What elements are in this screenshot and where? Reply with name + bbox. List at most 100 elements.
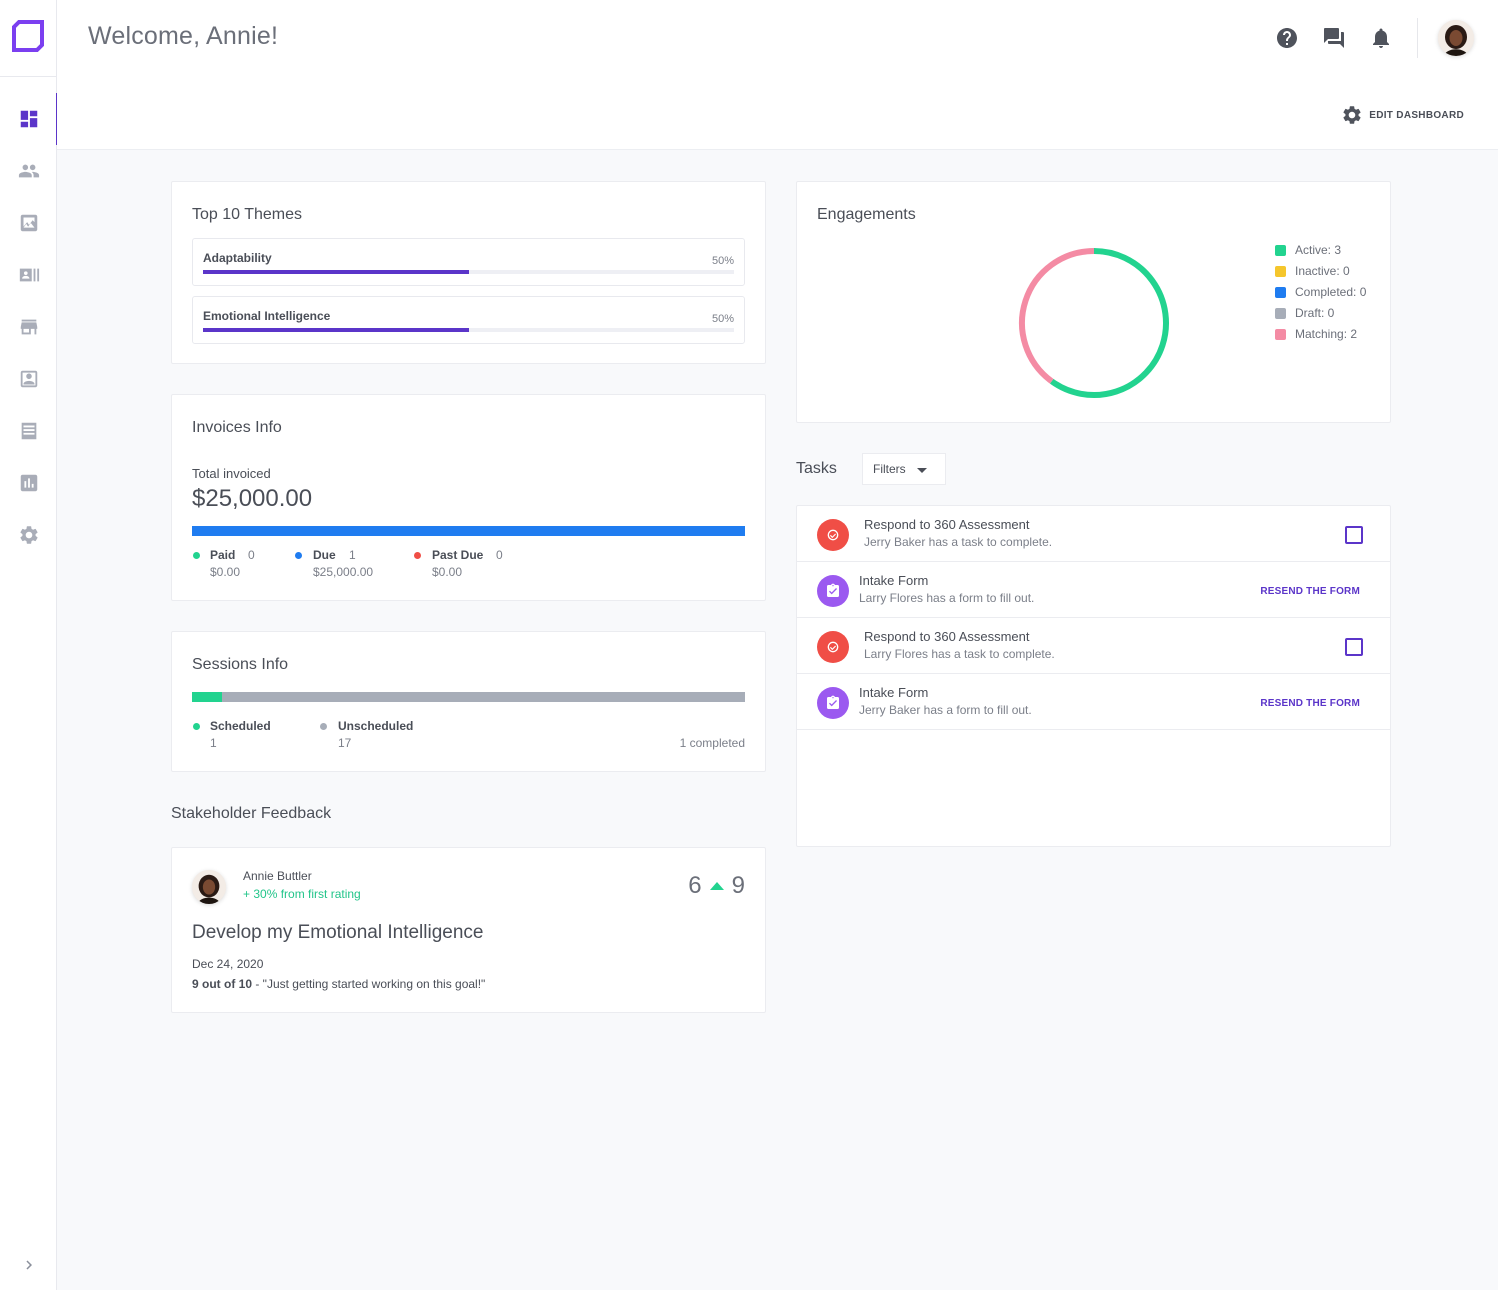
task-row[interactable]: Intake Form Jerry Baker has a form to fil… <box>797 674 1390 730</box>
legend-label: Inactive: 0 <box>1295 264 1350 278</box>
stakeholder-avatar <box>192 870 226 904</box>
caret-down-icon <box>917 468 927 473</box>
task-checkbox[interactable] <box>1345 638 1363 656</box>
sidebar-item-settings[interactable] <box>0 509 57 561</box>
sessions-title: Sessions Info <box>192 656 289 673</box>
sessions-bar <box>192 692 745 702</box>
theme-progress-track <box>203 328 734 332</box>
notifications-button[interactable] <box>1369 26 1393 50</box>
past-due-dot <box>414 552 421 559</box>
legend-swatch <box>1275 266 1286 277</box>
legend-swatch <box>1275 308 1286 319</box>
score-from: 6 <box>688 872 702 899</box>
sidebar-item-reports[interactable] <box>0 457 57 509</box>
due-amount: $25,000.00 <box>313 565 374 579</box>
task-row[interactable]: Respond to 360 Assessment Jerry Baker has… <box>797 506 1390 562</box>
scheduled-dot <box>193 723 200 730</box>
score-change: 6 9 <box>688 872 745 900</box>
unscheduled-dot <box>320 723 327 730</box>
page-title: Welcome, Annie! <box>88 22 279 50</box>
check-circle-icon <box>827 641 839 653</box>
paid-dot <box>193 552 200 559</box>
top-bar: Welcome, Annie! EDIT DASHBOARD <box>57 0 1498 150</box>
past-due-label: Past Due <box>432 548 484 562</box>
task-row[interactable]: Respond to 360 Assessment Larry Flores ha… <box>797 618 1390 674</box>
past-due-amount: $0.00 <box>432 565 463 579</box>
task-title: Intake Form <box>859 685 929 700</box>
filters-dropdown[interactable]: Filters <box>862 453 946 485</box>
arrow-up-icon <box>709 882 724 890</box>
legend-label: Active: 3 <box>1295 243 1342 257</box>
engagements-donut-chart <box>1019 248 1169 398</box>
chart-icon <box>20 474 37 492</box>
engagements-title: Engagements <box>817 206 916 223</box>
feedback-date: Dec 24, 2020 <box>192 957 264 971</box>
task-row[interactable]: Intake Form Larry Flores has a form to fi… <box>797 562 1390 618</box>
stakeholder-name: Annie Buttler <box>243 869 312 883</box>
scheduled-label: Scheduled <box>210 719 271 733</box>
theme-progress-fill <box>203 270 469 274</box>
invoices-title: Invoices Info <box>192 419 282 436</box>
edit-dashboard-button[interactable]: EDIT DASHBOARD <box>1341 104 1464 126</box>
sidebar-item-dashboard[interactable] <box>0 93 58 145</box>
theme-name: Emotional Intelligence <box>203 309 331 323</box>
invoices-card: Invoices Info Total invoiced $25,000.00 … <box>171 394 766 601</box>
theme-name: Adaptability <box>203 251 272 265</box>
gear-icon <box>19 526 38 544</box>
legend-swatch <box>1275 245 1286 256</box>
task-title: Respond to 360 Assessment <box>864 517 1030 532</box>
paid-amount: $0.00 <box>210 565 241 579</box>
app-logo[interactable] <box>0 0 57 77</box>
rating-score: 9 out of 10 <box>192 977 253 991</box>
image-icon <box>20 214 37 232</box>
task-checkbox[interactable] <box>1345 526 1363 544</box>
past-due-count: 0 <box>496 548 503 562</box>
themes-card: Top 10 Themes Adaptability 50% Emotional… <box>171 181 766 364</box>
legend-swatch <box>1275 329 1286 340</box>
sidebar-item-people[interactable] <box>0 145 57 197</box>
theme-item: Emotional Intelligence 50% <box>192 296 745 344</box>
theme-item: Adaptability 50% <box>192 238 745 286</box>
sidebar-item-images[interactable] <box>0 197 57 249</box>
dashboard-icon <box>20 110 37 128</box>
goal-title: Develop my Emotional Intelligence <box>192 922 484 943</box>
sidebar-expand-button[interactable] <box>0 1250 57 1280</box>
task-subtitle: Jerry Baker has a form to fill out. <box>859 703 1032 717</box>
total-invoiced-label: Total invoiced <box>192 466 271 481</box>
stakeholder-feedback-title: Stakeholder Feedback <box>171 805 332 822</box>
task-subtitle: Larry Flores has a task to complete. <box>864 647 1055 661</box>
due-label: Due <box>313 548 336 562</box>
clipboard-check-icon <box>827 695 839 709</box>
sidebar-item-list[interactable] <box>0 405 57 457</box>
help-icon <box>1277 28 1297 48</box>
messages-button[interactable] <box>1322 26 1346 50</box>
filters-label: Filters <box>873 462 906 476</box>
form-icon <box>817 687 849 719</box>
forum-icon <box>1324 28 1344 48</box>
avatar-icon <box>1438 20 1474 56</box>
edit-dashboard-label: EDIT DASHBOARD <box>1369 109 1464 121</box>
feedback-card: Annie Buttler + 30% from first rating 6 … <box>171 847 766 1013</box>
resend-form-link[interactable]: RESEND THE FORM <box>1260 698 1360 709</box>
sidebar <box>0 0 58 1290</box>
help-button[interactable] <box>1275 26 1299 50</box>
resend-form-link[interactable]: RESEND THE FORM <box>1260 586 1360 597</box>
tasks-title: Tasks <box>796 460 837 477</box>
task-subtitle: Larry Flores has a form to fill out. <box>859 591 1035 605</box>
list-icon <box>21 422 36 440</box>
task-title: Intake Form <box>859 573 929 588</box>
total-invoiced-value: $25,000.00 <box>192 485 313 512</box>
user-avatar[interactable] <box>1438 20 1474 56</box>
sidebar-item-account[interactable] <box>0 353 57 405</box>
rating-comment: - "Just getting started working on this … <box>252 977 486 991</box>
themes-title: Top 10 Themes <box>192 206 302 223</box>
sessions-scheduled-fill <box>192 692 223 702</box>
task-subtitle: Jerry Baker has a task to complete. <box>864 535 1053 549</box>
sidebar-item-contacts[interactable] <box>0 249 57 301</box>
clipboard-check-icon <box>827 583 839 597</box>
sidebar-item-store[interactable] <box>0 301 57 353</box>
theme-progress-fill <box>203 328 469 332</box>
legend-label: Matching: 2 <box>1295 327 1358 341</box>
theme-percent: 50% <box>711 313 734 325</box>
legend-label: Completed: 0 <box>1295 285 1367 299</box>
